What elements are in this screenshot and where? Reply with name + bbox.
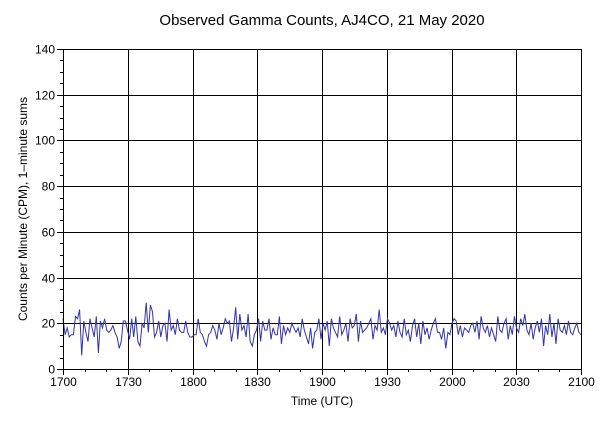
series-line [62, 302, 582, 356]
x-axis-label: Time (UTC) [291, 394, 353, 408]
x-tick-label: 2030 [503, 375, 530, 389]
y-tick-label: 60 [42, 226, 56, 240]
x-tick-label: 2000 [439, 375, 466, 389]
y-tick-label: 80 [42, 180, 56, 194]
y-tick-label: 120 [35, 89, 55, 103]
y-tick-label: 20 [42, 317, 56, 331]
x-tick-label: 2100 [568, 375, 595, 389]
y-tick-label: 40 [42, 272, 56, 286]
y-tick-label: 0 [48, 363, 55, 377]
grid [63, 49, 581, 369]
x-tick-label: 1900 [309, 375, 336, 389]
y-axis-label: Counts per Minute (CPM), 1–minute sums [16, 97, 30, 321]
y-tick-label: 140 [35, 43, 55, 57]
x-tick-label: 1700 [50, 375, 77, 389]
x-tick-label: 1830 [244, 375, 271, 389]
x-tick-label: 1930 [374, 375, 401, 389]
chart-title: Observed Gamma Counts, AJ4CO, 21 May 202… [159, 12, 484, 29]
x-tick-label: 1730 [115, 375, 142, 389]
y-tick-label: 100 [35, 134, 55, 148]
x-tick-label: 1800 [180, 375, 207, 389]
plot-frame [63, 49, 582, 370]
tick-labels: 0 20 40 60 80 100 120 140 1700 1730 1800 1830 1900 19… [35, 43, 595, 390]
